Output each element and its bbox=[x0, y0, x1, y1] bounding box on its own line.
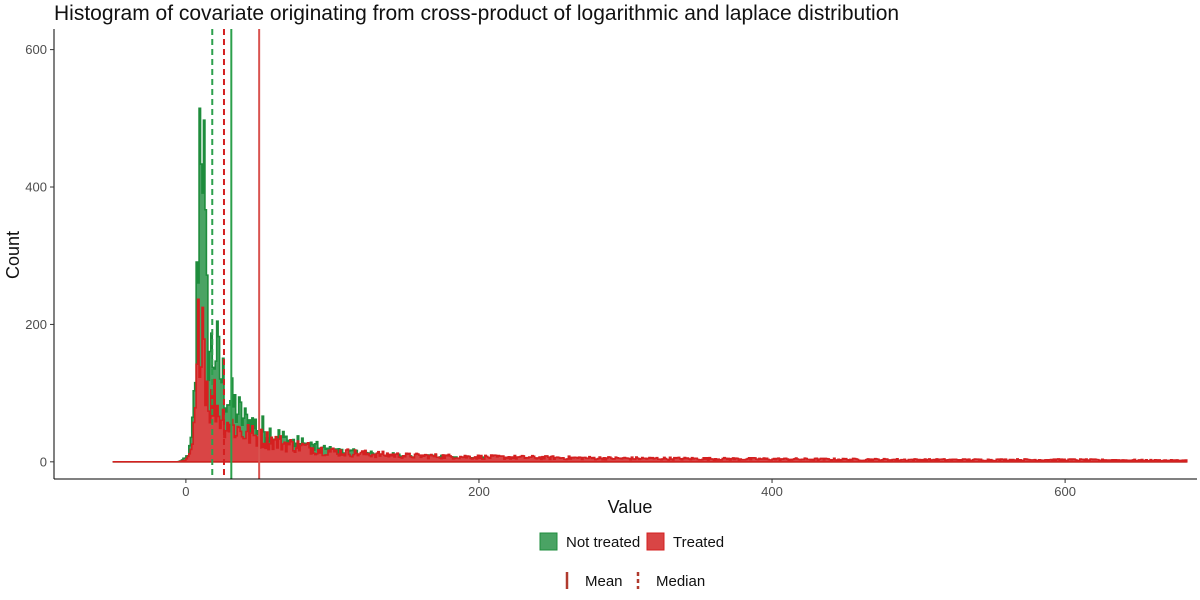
chart-title: Histogram of covariate originating from … bbox=[54, 2, 900, 25]
legend-key bbox=[539, 532, 558, 551]
reference-lines bbox=[211, 29, 261, 479]
series-treated bbox=[112, 298, 1188, 463]
legend-fill: Not treated Treated bbox=[539, 532, 724, 551]
histogram-outline bbox=[112, 298, 1188, 463]
legend-item-not-treated: Not treated bbox=[539, 532, 640, 551]
axes: 0 200 400 600 0 200 400 600 bbox=[25, 29, 1197, 499]
legend-label: Not treated bbox=[566, 534, 640, 551]
y-tick-label: 200 bbox=[25, 317, 47, 332]
histogram-bars bbox=[112, 107, 1188, 463]
histogram-outline bbox=[112, 107, 1187, 463]
x-tick-label: 400 bbox=[761, 484, 783, 499]
legend-lines: Mean Median bbox=[565, 572, 705, 590]
legend-label: Mean bbox=[585, 573, 623, 590]
legend-label: Treated bbox=[673, 534, 724, 551]
series-not-treated bbox=[112, 107, 1187, 463]
legend-key bbox=[646, 532, 665, 551]
legend-item-median: Median bbox=[636, 572, 705, 590]
x-axis-title: Value bbox=[608, 497, 653, 517]
x-tick-label: 200 bbox=[468, 484, 490, 499]
legend-label: Median bbox=[656, 573, 705, 590]
y-tick-label: 400 bbox=[25, 180, 47, 195]
y-axis-title: Count bbox=[3, 231, 23, 279]
x-tick-label: 0 bbox=[182, 484, 189, 499]
y-tick-label: 600 bbox=[25, 42, 47, 57]
legend-item-mean: Mean bbox=[565, 572, 623, 590]
legend-item-treated: Treated bbox=[646, 532, 724, 551]
x-tick-label: 600 bbox=[1054, 484, 1076, 499]
y-tick-label: 0 bbox=[40, 454, 47, 469]
